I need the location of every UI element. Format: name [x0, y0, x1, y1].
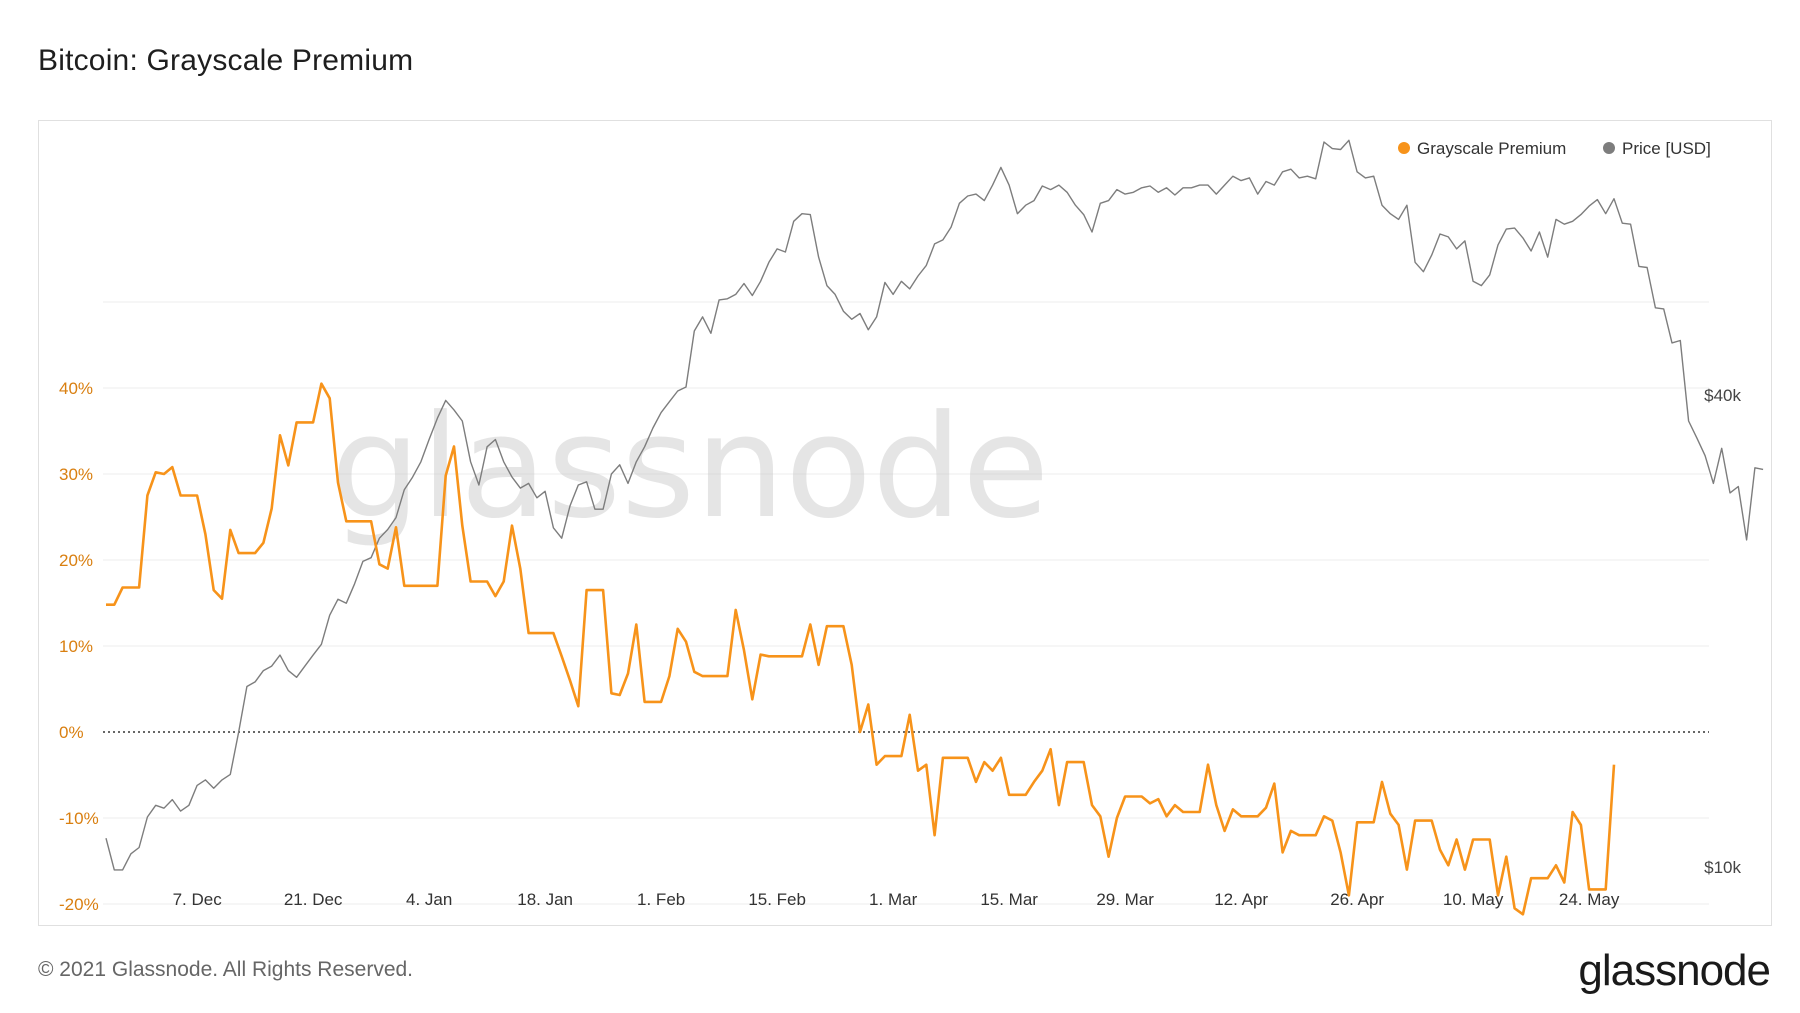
gridlines — [103, 301, 1709, 905]
copyright-text: © 2021 Glassnode. All Rights Reserved. — [38, 958, 414, 981]
x-tick-label: 10. May — [1443, 890, 1504, 909]
x-tick-label: 1. Mar — [869, 890, 918, 909]
y-right-tick-label: $40k — [1704, 386, 1741, 405]
y-left-tick-label: -10% — [59, 809, 99, 828]
x-tick-label: 1. Feb — [637, 890, 685, 909]
x-tick-label: 24. May — [1559, 890, 1620, 909]
y-left-tick-label: -20% — [59, 895, 99, 914]
chart-title: Bitcoin: Grayscale Premium — [38, 44, 414, 77]
x-tick-label: 21. Dec — [284, 890, 343, 909]
y-axis-right: $40k $10k — [1704, 386, 1741, 877]
y-left-tick-label: 20% — [59, 551, 93, 570]
chart-panel: glassnode 40%30%20%10%0%-10%-20%-30% $40… — [38, 120, 1772, 926]
legend: Grayscale Premium Price [USD] — [1398, 139, 1711, 158]
y-left-tick-label: 0% — [59, 723, 84, 742]
legend-marker — [1398, 142, 1410, 154]
brand-logo: glassnode — [1578, 946, 1771, 995]
x-tick-label: 15. Mar — [980, 890, 1038, 909]
legend-label[interactable]: Grayscale Premium — [1417, 139, 1566, 158]
line-chart: glassnode 40%30%20%10%0%-10%-20%-30% $40… — [59, 139, 1764, 916]
x-tick-label: 18. Jan — [517, 890, 573, 909]
legend-label[interactable]: Price [USD] — [1622, 139, 1711, 158]
grayscale-premium-line — [106, 382, 1616, 916]
y-left-tick-label: 10% — [59, 637, 93, 656]
x-axis: 7. Dec 21. Dec 4. Jan 18. Jan 1. Feb 15. Feb 1… — [173, 890, 1620, 909]
watermark: glassnode — [331, 385, 1050, 550]
x-tick-label: 29. Mar — [1096, 890, 1154, 909]
x-tick-label: 7. Dec — [173, 890, 223, 909]
x-tick-label: 15. Feb — [748, 890, 806, 909]
series-lines — [105, 139, 1764, 916]
y-axis-left: 40%30%20%10%0%-10%-20%-30% — [59, 379, 99, 914]
y-left-tick-label: 40% — [59, 379, 93, 398]
y-right-tick-label: $10k — [1704, 858, 1741, 877]
y-left-tick-label: 30% — [59, 465, 93, 484]
x-tick-label: 4. Jan — [406, 890, 452, 909]
x-tick-label: 12. Apr — [1214, 890, 1268, 909]
price-usd-line — [105, 139, 1764, 871]
legend-marker — [1603, 142, 1615, 154]
x-tick-label: 26. Apr — [1330, 890, 1384, 909]
